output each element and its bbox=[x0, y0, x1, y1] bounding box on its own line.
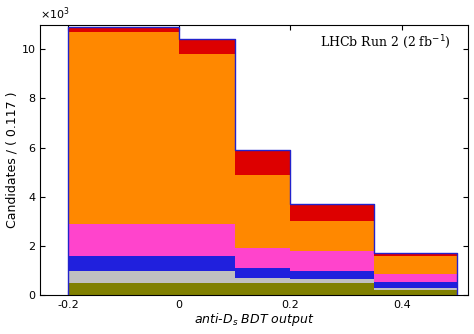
Bar bbox=[291, 279, 374, 283]
Bar bbox=[68, 27, 179, 32]
Bar bbox=[235, 248, 291, 268]
Bar bbox=[179, 271, 235, 283]
Bar bbox=[235, 268, 291, 278]
Bar bbox=[291, 271, 374, 279]
Bar bbox=[68, 271, 179, 283]
Bar bbox=[374, 274, 457, 282]
Text: LHCb Run 2 (2 fb$^{-1}$): LHCb Run 2 (2 fb$^{-1}$) bbox=[320, 33, 451, 50]
Bar bbox=[179, 283, 235, 295]
Bar bbox=[374, 290, 457, 295]
Bar bbox=[179, 54, 235, 224]
Bar bbox=[374, 282, 457, 288]
Bar bbox=[68, 32, 179, 224]
Bar bbox=[291, 283, 374, 295]
Bar bbox=[68, 256, 179, 271]
Bar bbox=[179, 256, 235, 271]
Text: $\times10^3$: $\times10^3$ bbox=[40, 5, 70, 22]
Bar bbox=[374, 253, 457, 257]
Bar bbox=[291, 204, 374, 221]
Bar bbox=[235, 283, 291, 295]
Bar bbox=[179, 224, 235, 256]
Bar bbox=[179, 39, 235, 54]
Bar bbox=[374, 288, 457, 290]
Bar bbox=[235, 175, 291, 248]
Bar bbox=[235, 150, 291, 175]
Bar bbox=[68, 283, 179, 295]
Bar bbox=[291, 221, 374, 251]
Bar bbox=[374, 257, 457, 274]
Y-axis label: Candidates / ( 0.117 ): Candidates / ( 0.117 ) bbox=[6, 92, 18, 228]
Bar bbox=[291, 251, 374, 271]
Bar bbox=[235, 278, 291, 283]
X-axis label: anti-$D_s$ BDT output: anti-$D_s$ BDT output bbox=[194, 311, 315, 328]
Bar bbox=[68, 224, 179, 256]
